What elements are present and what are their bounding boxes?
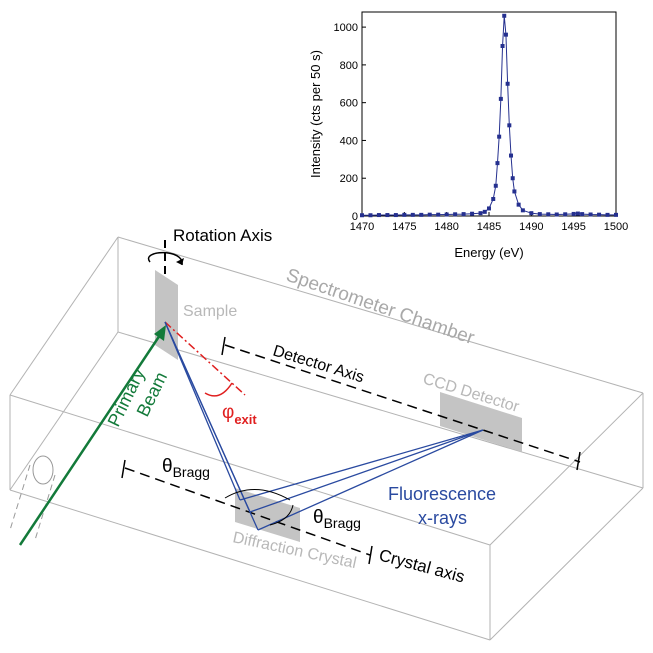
data-point (497, 134, 502, 139)
y-axis-label: Intensity (cts per 50 s) (308, 50, 323, 178)
axis-end (368, 545, 373, 565)
label: Spectrometer Chamber (283, 265, 477, 349)
data-point (495, 161, 500, 166)
port-tube (9, 464, 31, 531)
data-point (393, 213, 398, 218)
data-point (368, 213, 373, 218)
crystal-axis (124, 467, 371, 556)
label: Fluorescence (388, 484, 496, 504)
data-point (402, 212, 407, 217)
subscript: exit (234, 412, 257, 427)
symbol: θ (313, 507, 324, 528)
data-point (575, 211, 580, 216)
data-point (436, 212, 441, 217)
data-point (554, 212, 559, 217)
data-point (461, 212, 466, 217)
subscript: Bragg (324, 515, 361, 531)
detector-axis (224, 344, 581, 463)
label: Crystal axis (377, 546, 467, 587)
symbol: φ (222, 402, 234, 423)
axis-end (121, 459, 126, 479)
arrowhead (154, 325, 166, 341)
data-point (487, 206, 491, 211)
data-point (376, 213, 381, 218)
axis-end (221, 336, 226, 356)
y-tick-label: 800 (340, 60, 358, 72)
data-point (500, 44, 505, 48)
data-point (498, 96, 503, 101)
data-point (588, 212, 593, 217)
data-point (360, 213, 364, 218)
label: Rotation Axis (173, 226, 272, 245)
crystal (235, 488, 300, 542)
data-point (529, 211, 534, 216)
data-point (410, 212, 415, 217)
plot-frame (361, 11, 617, 217)
data-point (509, 153, 514, 158)
axis-end (576, 451, 581, 471)
data-point (503, 32, 508, 37)
data-point (563, 212, 568, 217)
label: Detector Axis (271, 343, 366, 387)
data-point (505, 81, 510, 86)
ccd-detector (440, 392, 522, 452)
data-point (546, 212, 551, 217)
arrowhead (176, 258, 184, 265)
bragg-angle (224, 489, 291, 501)
xray-paths (164, 321, 484, 531)
data-point (512, 189, 517, 194)
exit-angle (204, 382, 233, 397)
y-tick-label: 600 (340, 98, 358, 110)
data-point (597, 212, 602, 217)
sample (155, 270, 178, 360)
y-tick-label: 200 (340, 173, 358, 185)
data-point (502, 13, 507, 18)
x-axis-label: Energy (eV) (454, 245, 523, 260)
data-point (444, 212, 449, 217)
y-tick-label: 0 (352, 211, 358, 223)
data-point (493, 183, 498, 188)
label: θBragg (162, 456, 210, 480)
data-point (507, 123, 512, 128)
label: Sample (183, 303, 237, 320)
subscript: Bragg (173, 464, 210, 480)
data-point (491, 197, 496, 201)
data-point (385, 213, 390, 218)
port (32, 455, 54, 485)
data-point (537, 212, 542, 217)
data-point (427, 212, 432, 217)
x-tick-label: 1490 (519, 221, 543, 233)
data-point (520, 208, 525, 213)
data-point (453, 212, 458, 217)
data-point (482, 209, 487, 214)
primary-beam (18, 334, 162, 546)
x-tick-label: 1475 (392, 221, 416, 233)
bragg-angle (269, 504, 294, 526)
data-point (516, 202, 521, 207)
label: φexit (222, 402, 257, 427)
x-tick-label: 1480 (434, 221, 458, 233)
data-point (419, 212, 424, 217)
data-point (478, 211, 483, 216)
data-point (470, 211, 475, 216)
x-tick-label: 1500 (604, 221, 628, 233)
y-tick-label: 1000 (334, 22, 358, 34)
data-point (510, 176, 515, 181)
data-point (580, 212, 585, 217)
label: x-rays (418, 508, 467, 528)
data-point (605, 212, 610, 217)
y-tick-label: 400 (340, 135, 358, 147)
data-point (614, 212, 618, 217)
label: θBragg (313, 507, 361, 531)
x-tick-label: 1470 (350, 221, 374, 233)
exit-line (164, 321, 246, 396)
x-tick-label: 1485 (477, 221, 501, 233)
x-tick-label: 1495 (561, 221, 585, 233)
symbol: θ (162, 456, 173, 477)
data-point (571, 211, 576, 216)
